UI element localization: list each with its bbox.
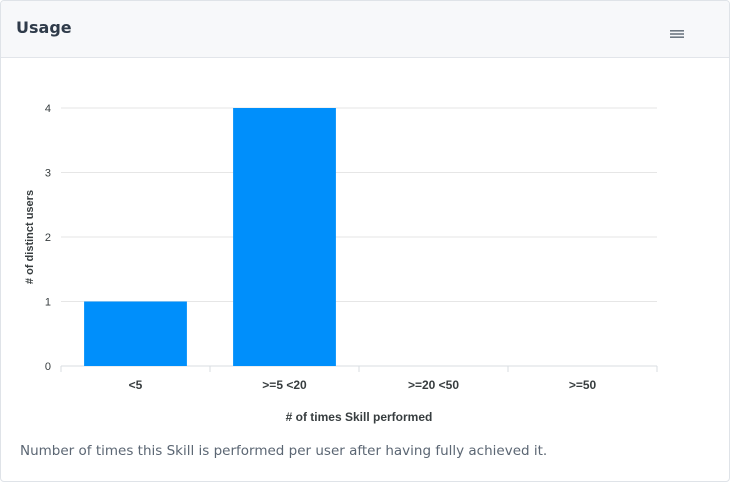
x-tick-label: >=5 <20 — [262, 378, 307, 392]
bar — [84, 301, 187, 366]
x-axis-title: # of times Skill performed — [286, 410, 433, 424]
y-tick-label: 1 — [45, 297, 51, 309]
y-tick-label: 3 — [45, 168, 51, 180]
bar — [233, 108, 336, 366]
usage-bar-chart: 0 1 2 3 4 <5 >=5 <20 >=20 <50 >=50 # of times Ski… — [24, 103, 658, 424]
y-tick-label: 0 — [45, 361, 51, 373]
x-tick-label: >=50 — [569, 378, 597, 392]
card-header: Usage — [1, 1, 729, 58]
y-tick-label: 4 — [45, 103, 51, 115]
x-tick-label: >=20 <50 — [408, 378, 459, 392]
y-tick-label: 2 — [45, 232, 51, 244]
card-title: Usage — [16, 18, 72, 37]
y-axis-title: # of distinct users — [24, 190, 36, 284]
chart-description: Number of times this Skill is performed … — [20, 443, 548, 459]
hamburger-menu-icon — [670, 30, 684, 38]
x-tick-label: <5 — [129, 378, 143, 392]
chart-menu-button[interactable] — [665, 23, 689, 45]
